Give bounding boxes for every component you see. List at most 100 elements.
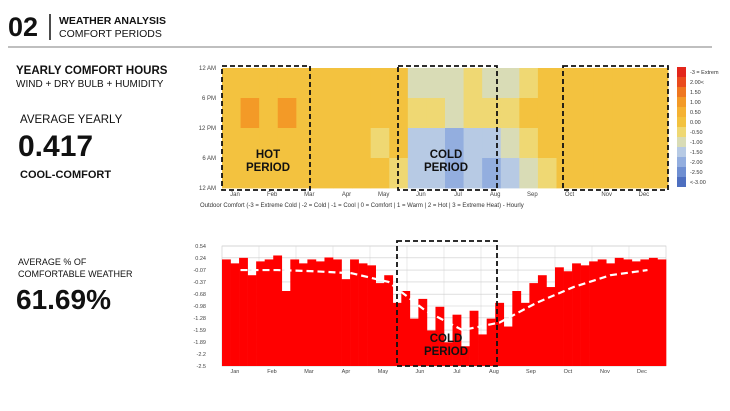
x-tick-label: Mar	[304, 192, 314, 198]
heat-cell	[222, 128, 241, 159]
heat-cell	[277, 68, 297, 99]
x-tick-label: Dec	[639, 192, 650, 198]
heat-cell	[612, 68, 632, 99]
heat-cell	[649, 98, 669, 129]
heat-cell	[556, 158, 576, 189]
bar	[486, 318, 496, 366]
legend-label: 2.00<	[690, 80, 704, 86]
y-tick-label: 0.54	[195, 244, 206, 250]
heat-cell	[407, 98, 427, 129]
bar	[435, 306, 445, 366]
bar	[648, 257, 658, 366]
bar	[426, 330, 436, 366]
legend-label: -1.50	[690, 150, 703, 156]
average-class: COOL-COMFORT	[20, 169, 111, 181]
y-tick-label: -2.5	[197, 364, 206, 370]
heat-cell	[537, 158, 557, 189]
bar	[452, 314, 462, 366]
legend-swatch	[677, 167, 686, 177]
bar	[324, 257, 334, 366]
average-label: AVERAGE YEARLY	[20, 114, 123, 126]
bar	[520, 302, 530, 366]
bar	[623, 259, 633, 366]
bar	[478, 334, 487, 366]
legend-swatch	[677, 67, 686, 77]
heat-cell	[630, 128, 650, 159]
heat-cell	[537, 98, 557, 129]
heat-cell	[445, 68, 464, 99]
heat-cell	[240, 158, 260, 189]
bar	[333, 259, 342, 366]
heat-cell	[482, 158, 502, 189]
bar	[247, 275, 257, 366]
bar	[631, 261, 641, 366]
heat-cell	[296, 128, 316, 159]
legend-swatch	[677, 137, 686, 147]
bar	[367, 265, 376, 366]
legend-swatch	[677, 127, 686, 137]
y-tick-label: -1.89	[193, 340, 206, 346]
heat-cell	[593, 98, 613, 129]
annotation: PERIOD	[424, 162, 468, 174]
bar	[230, 263, 240, 366]
heat-cell	[575, 98, 595, 129]
heat-cell	[500, 128, 520, 159]
bar	[222, 259, 231, 366]
header-subtitle: COMFORT PERIODS	[59, 28, 162, 40]
x-tick-label: May	[378, 192, 389, 198]
heat-cell	[333, 98, 353, 129]
x-tick-label: May	[378, 369, 389, 375]
legend-swatch	[677, 177, 686, 187]
bar	[307, 259, 317, 366]
x-tick-label: Sep	[526, 369, 536, 375]
heat-cell	[370, 158, 390, 189]
legend-swatch	[677, 77, 686, 87]
heat-cell	[630, 68, 650, 99]
legend-label: 0.50	[690, 110, 701, 116]
bar	[563, 271, 573, 366]
heat-cell	[370, 128, 390, 159]
heat-cell	[445, 128, 464, 159]
heat-cell	[333, 158, 353, 189]
annotation: HOT	[256, 149, 280, 161]
legend-label: -2.00	[690, 160, 703, 166]
heat-cell	[500, 68, 520, 99]
y-tick-label: 6 PM	[202, 96, 216, 102]
summary-title: YEARLY COMFORT HOURS	[16, 65, 168, 77]
heat-cell	[593, 158, 613, 189]
heat-cell	[537, 68, 557, 99]
heat-cell	[593, 128, 613, 159]
heat-cell	[259, 128, 279, 159]
y-tick-label: -1.28	[193, 316, 206, 322]
heat-cell	[575, 68, 595, 99]
y-tick-label: -0.07	[193, 268, 206, 274]
heat-cell	[426, 158, 446, 189]
heat-cell	[556, 68, 576, 99]
bar	[256, 261, 265, 366]
bar	[555, 267, 564, 366]
heat-cell	[314, 158, 334, 189]
bar	[290, 259, 300, 366]
heat-cell	[649, 68, 669, 99]
heat-cell	[519, 98, 539, 129]
bar	[239, 257, 248, 366]
bar	[461, 346, 470, 366]
heat-cell	[482, 128, 502, 159]
heat-cell	[426, 128, 446, 159]
legend-label: -3 = Extrem	[690, 70, 719, 76]
heat-cell	[240, 68, 260, 99]
heat-cell	[240, 128, 260, 159]
heat-cell	[575, 128, 595, 159]
bar	[375, 283, 385, 366]
average-value: 0.417	[18, 130, 93, 163]
legend-swatch	[677, 107, 686, 117]
heat-cell	[296, 68, 316, 99]
heat-cell	[612, 128, 632, 159]
x-tick-label: Mar	[304, 369, 314, 375]
x-tick-label: Oct	[565, 192, 575, 198]
x-tick-label: Apr	[342, 369, 351, 375]
heat-cell	[500, 158, 520, 189]
trend-line	[240, 268, 648, 332]
y-tick-label: -0.68	[193, 292, 206, 298]
